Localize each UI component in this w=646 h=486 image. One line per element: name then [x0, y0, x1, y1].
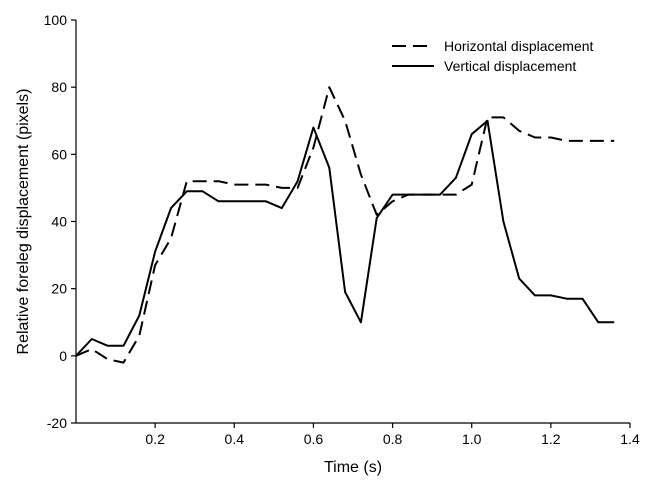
x-tick-label: 0.2 [145, 431, 165, 447]
series-group [75, 86, 615, 364]
x-tick-label: 1.0 [462, 431, 482, 447]
series-line-vertical [75, 119, 615, 357]
y-tick-label: 80 [51, 79, 67, 95]
axes-group: -20 0 20 40 60 80 100 0.2 0.4 0.6 0.8 1.0 1.2 1.4 [44, 12, 640, 447]
series-line-horizontal [75, 86, 615, 364]
legend-label: Vertical displacement [444, 58, 576, 74]
y-tick-label: -20 [47, 415, 67, 431]
y-tick-label: 20 [51, 281, 67, 297]
legend-label: Horizontal displacement [444, 38, 594, 54]
x-tick-label: 1.4 [620, 431, 640, 447]
x-tick-label: 0.4 [225, 431, 245, 447]
x-tick-label: 1.2 [541, 431, 561, 447]
legend: Horizontal displacement Vertical displace… [392, 38, 594, 74]
x-tick-label: 0.6 [304, 431, 324, 447]
x-axis-title: Time (s) [324, 459, 382, 476]
y-tick-label: 40 [51, 214, 67, 230]
y-tick-label: 60 [51, 146, 67, 162]
y-axis-title: Relative foreleg displacement (pixels) [15, 89, 32, 355]
y-tick-label: 0 [59, 348, 67, 364]
y-tick-label: 100 [44, 12, 68, 28]
x-tick-label: 0.8 [383, 431, 403, 447]
